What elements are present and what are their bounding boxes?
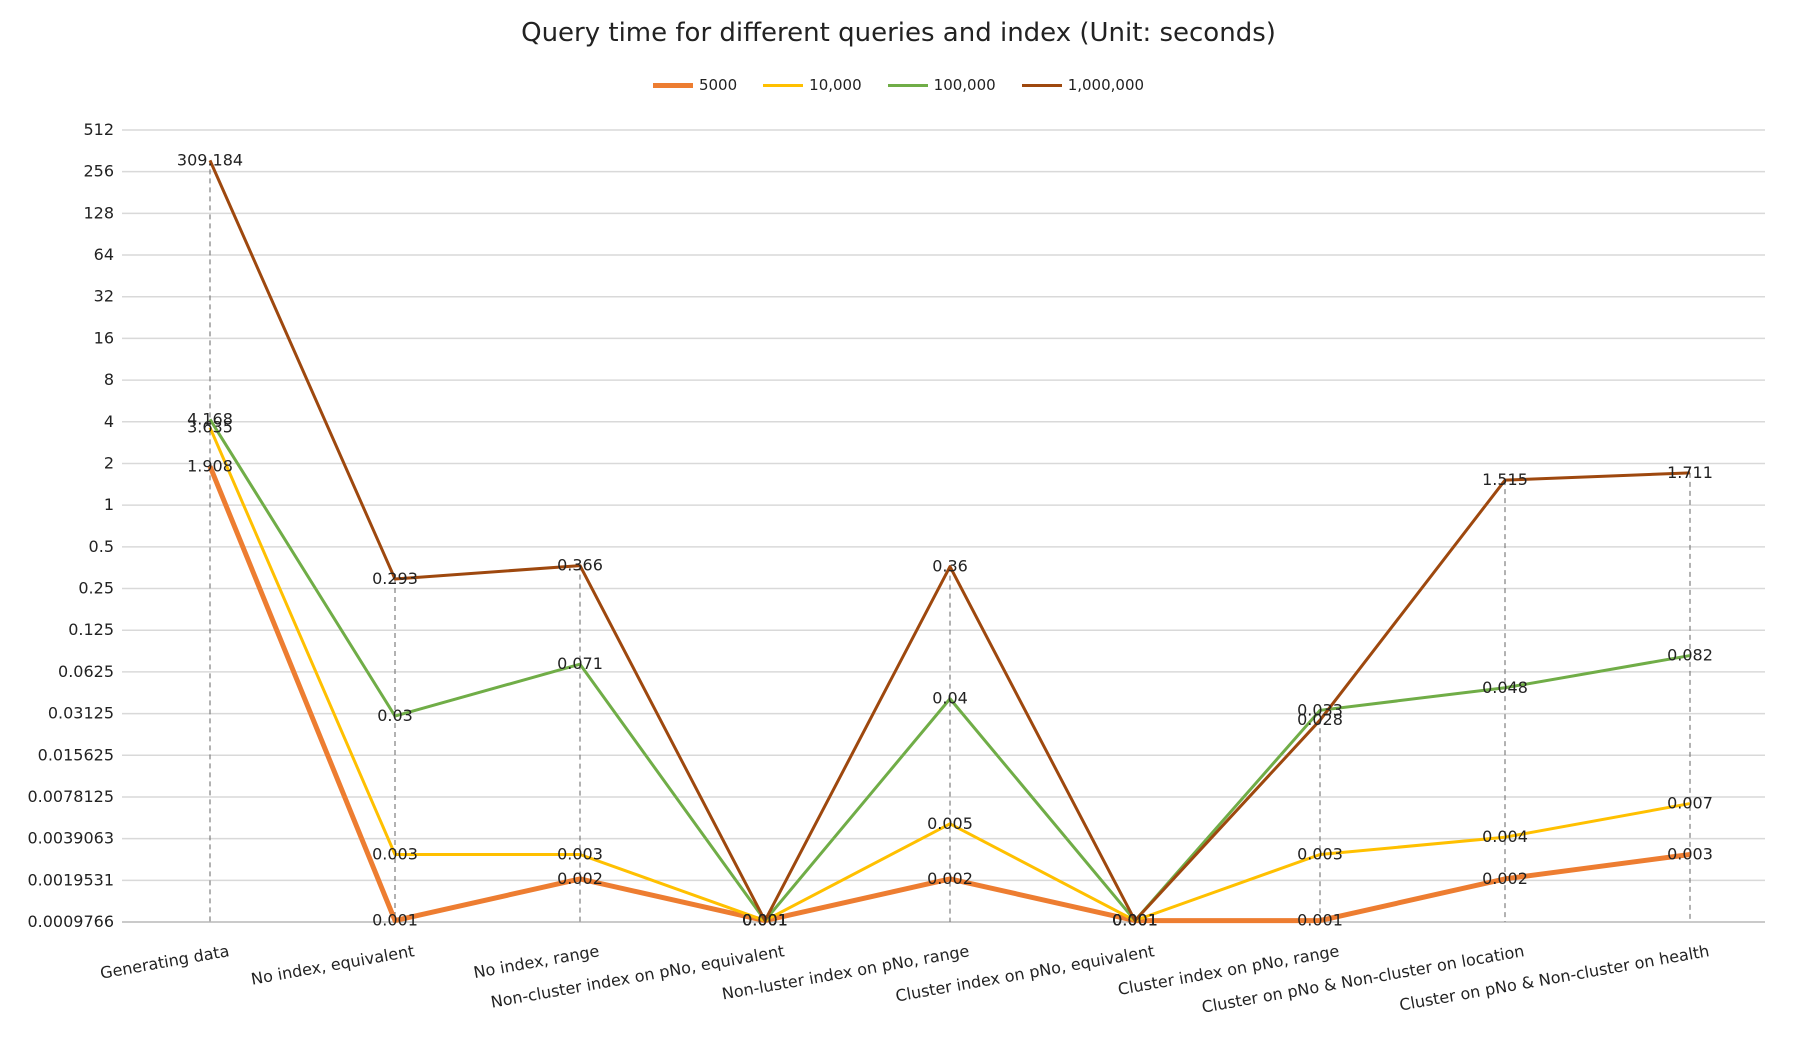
series-line — [208, 418, 1691, 923]
data-label: 0.007 — [1667, 794, 1713, 813]
data-label: 0.004 — [1482, 827, 1528, 846]
y-tick-label: 256 — [83, 162, 114, 181]
data-label: 0.002 — [557, 869, 603, 888]
data-label: 1.908 — [187, 456, 233, 475]
data-label: 0.003 — [372, 845, 418, 864]
y-tick-label: 0.125 — [68, 620, 114, 639]
data-label: 0.001 — [1112, 911, 1158, 930]
legend-item: 100,000 — [887, 76, 996, 94]
y-tick-label: 0.25 — [78, 579, 114, 598]
y-tick-label: 512 — [83, 120, 114, 139]
data-label: 0.003 — [1667, 845, 1713, 864]
legend-swatch — [652, 82, 693, 88]
data-label: 0.005 — [927, 814, 973, 833]
y-tick-label: 0.0019531 — [27, 870, 114, 889]
data-label: 0.001 — [1112, 911, 1158, 930]
y-tick-label: 0.0078125 — [27, 787, 114, 806]
data-label: 0.001 — [372, 911, 418, 930]
data-label: 0.003 — [557, 845, 603, 864]
y-tick-label: 2 — [104, 453, 114, 472]
y-tick-label: 1 — [104, 495, 114, 514]
legend-label: 100,000 — [933, 76, 996, 94]
y-tick-label: 128 — [83, 203, 114, 222]
data-label: 0.048 — [1482, 678, 1528, 697]
legend-label: 10,000 — [809, 76, 862, 94]
data-label: 0.033 — [1297, 700, 1343, 719]
y-tick-label: 8 — [104, 370, 114, 389]
y-tick-label: 0.03125 — [48, 704, 114, 723]
data-label: 0.36 — [932, 557, 968, 576]
y-tick-label: 0.0039063 — [27, 829, 114, 848]
legend-swatch — [763, 83, 804, 87]
data-label: 0.071 — [557, 654, 603, 673]
data-label: 1.515 — [1482, 470, 1528, 489]
x-tick-label: Cluster on pNo & Non-cluster on location — [1200, 941, 1525, 1017]
legend-label: 5000 — [698, 76, 738, 94]
data-label: 0.001 — [1112, 911, 1158, 930]
legend-item: 1,000,000 — [1021, 76, 1145, 94]
data-label: 0.001 — [1297, 911, 1343, 930]
data-label: 0.293 — [372, 569, 418, 588]
data-label: 4.168 — [187, 409, 233, 428]
series-line — [207, 465, 1691, 924]
chart-title: Query time for different queries and ind… — [521, 18, 1276, 48]
y-tick-label: 16 — [94, 328, 114, 347]
x-tick-label: Cluster on pNo & Non-cluster on health — [1398, 941, 1711, 1014]
data-label: 0.001 — [742, 911, 788, 930]
legend: 5000 10,000 100,000 1,000,000 — [0, 76, 1797, 94]
data-label: 0.082 — [1667, 646, 1713, 665]
y-tick-label: 4 — [104, 412, 114, 431]
y-tick-label: 0.0625 — [58, 662, 114, 681]
legend-label: 1,000,000 — [1067, 76, 1145, 94]
y-tick-label: 0.015625 — [38, 745, 114, 764]
data-label: 0.366 — [557, 556, 603, 575]
data-label: 0.002 — [927, 869, 973, 888]
x-tick-label: No index, equivalent — [250, 941, 416, 988]
data-label: 0.028 — [1297, 710, 1343, 729]
y-tick-label: 0.0009766 — [27, 912, 114, 931]
legend-swatch — [887, 83, 928, 87]
legend-item: 5000 — [652, 76, 738, 94]
y-tick-label: 64 — [94, 245, 114, 264]
data-label: 0.003 — [1297, 845, 1343, 864]
data-label: 0.002 — [1482, 869, 1528, 888]
data-label: 0.03 — [377, 706, 413, 725]
x-tick-label: Generating data — [99, 941, 231, 982]
data-label: 0.001 — [742, 911, 788, 930]
data-label: 0.001 — [742, 911, 788, 930]
legend-item: 10,000 — [763, 76, 862, 94]
data-label: 0.001 — [742, 911, 788, 930]
series-line — [208, 426, 1691, 923]
data-label: 0.04 — [932, 689, 968, 708]
legend-swatch — [1021, 83, 1062, 87]
data-label: 1.711 — [1667, 463, 1713, 482]
series-line — [208, 159, 1691, 923]
y-tick-label: 32 — [94, 287, 114, 306]
data-label: 3.635 — [187, 418, 233, 437]
y-tick-label: 0.5 — [89, 537, 114, 556]
data-label: 309.184 — [177, 150, 243, 169]
data-label: 0.001 — [1112, 911, 1158, 930]
